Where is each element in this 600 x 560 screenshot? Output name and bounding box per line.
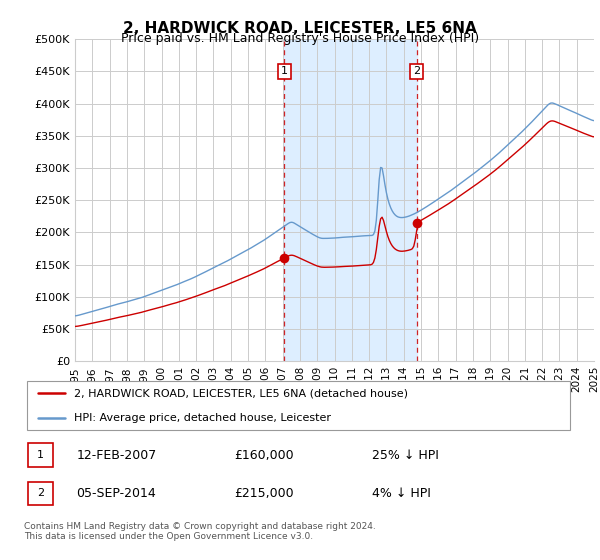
FancyBboxPatch shape [28, 444, 53, 466]
Text: 1: 1 [281, 67, 288, 76]
Text: 05-SEP-2014: 05-SEP-2014 [76, 487, 156, 500]
Text: 12-FEB-2007: 12-FEB-2007 [76, 449, 157, 461]
FancyBboxPatch shape [27, 381, 571, 430]
Text: 25% ↓ HPI: 25% ↓ HPI [372, 449, 439, 461]
Text: HPI: Average price, detached house, Leicester: HPI: Average price, detached house, Leic… [74, 413, 331, 423]
FancyBboxPatch shape [28, 482, 53, 505]
Text: 2, HARDWICK ROAD, LEICESTER, LE5 6NA: 2, HARDWICK ROAD, LEICESTER, LE5 6NA [123, 21, 477, 36]
Text: 1: 1 [37, 450, 44, 460]
Bar [284, 39, 416, 361]
Text: Contains HM Land Registry data © Crown copyright and database right 2024.
This d: Contains HM Land Registry data © Crown c… [24, 522, 376, 542]
Text: £215,000: £215,000 [234, 487, 293, 500]
Text: 4% ↓ HPI: 4% ↓ HPI [372, 487, 431, 500]
Text: 2, HARDWICK ROAD, LEICESTER, LE5 6NA (detached house): 2, HARDWICK ROAD, LEICESTER, LE5 6NA (de… [74, 389, 407, 399]
Text: 2: 2 [37, 488, 44, 498]
Text: Price paid vs. HM Land Registry's House Price Index (HPI): Price paid vs. HM Land Registry's House … [121, 32, 479, 45]
Text: £160,000: £160,000 [234, 449, 293, 461]
Text: 2: 2 [413, 67, 420, 76]
